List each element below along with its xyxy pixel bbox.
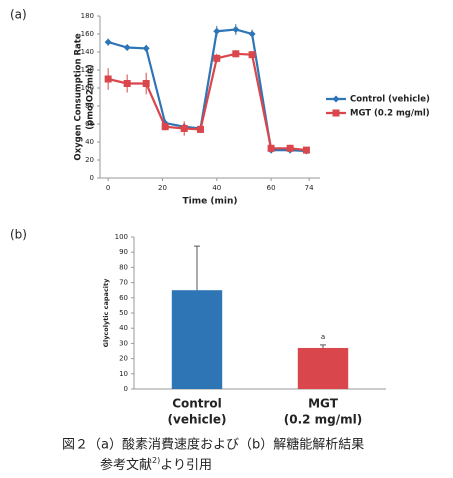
y-tick-label: 40 xyxy=(85,138,94,146)
y-tick-label: 100 xyxy=(81,84,94,92)
y-tick-label: 120 xyxy=(81,66,94,74)
marker xyxy=(142,44,150,52)
y-axis-label: (pmolO2/min) xyxy=(86,64,96,130)
marker xyxy=(248,30,256,38)
caption: 参考文献2)より引用 xyxy=(100,456,212,473)
x-tick-label: (vehicle) xyxy=(168,413,227,427)
legend-label: MGT (0.2 mg/ml) xyxy=(350,109,430,119)
y-tick-label: 100 xyxy=(115,233,128,241)
x-tick-label: Control xyxy=(172,397,222,411)
y-tick-label: 50 xyxy=(119,309,128,317)
y-axis-label: Oxygen Consumption Rate xyxy=(74,33,84,160)
marker xyxy=(161,123,169,131)
y-tick-label: 0 xyxy=(124,385,128,393)
y-tick-label: 80 xyxy=(85,102,94,110)
y-axis-label: Glycolytic capacity xyxy=(102,278,110,348)
marker xyxy=(123,80,131,87)
panel-label: (a) xyxy=(10,8,27,22)
y-tick-label: 60 xyxy=(85,120,94,128)
caption-superscript: 2) xyxy=(152,456,160,465)
annotation: a xyxy=(321,333,325,341)
legend-marker xyxy=(332,95,340,103)
y-tick-label: 30 xyxy=(119,339,128,347)
x-tick-label: 60 xyxy=(267,184,276,192)
y-tick-label: 20 xyxy=(85,156,94,164)
y-tick-label: 160 xyxy=(81,30,94,38)
marker xyxy=(180,125,188,132)
y-tick-label: 20 xyxy=(119,355,128,363)
caption-text: 参考文献 xyxy=(100,457,152,473)
y-tick-label: 180 xyxy=(81,12,94,20)
marker xyxy=(267,144,275,152)
line xyxy=(107,28,307,153)
caption-text: より引用 xyxy=(160,458,212,473)
marker xyxy=(286,144,294,152)
panel-label: (b) xyxy=(10,228,27,242)
bar xyxy=(297,347,349,389)
x-tick-label: (0.2 mg/ml) xyxy=(284,413,363,427)
marker xyxy=(104,75,112,83)
y-tick-label: 60 xyxy=(119,294,128,302)
marker xyxy=(302,146,310,154)
caption: 図２（a）酸素消費速度および（b）解糖能解析結果 xyxy=(62,437,364,453)
y-tick-label: 70 xyxy=(119,279,128,287)
marker xyxy=(232,26,240,33)
y-tick-label: 0 xyxy=(90,174,94,182)
x-tick-label: 20 xyxy=(158,184,167,192)
legend-marker xyxy=(332,109,340,117)
x-tick-label: 74 xyxy=(305,184,314,192)
x-tick-label: 0 xyxy=(106,184,110,192)
marker xyxy=(142,80,150,87)
y-tick-label: 90 xyxy=(119,248,128,256)
line xyxy=(107,52,307,152)
bar xyxy=(171,290,223,389)
x-axis-label: Time (min) xyxy=(183,197,238,207)
y-tick-label: 80 xyxy=(119,263,128,271)
marker xyxy=(104,38,112,46)
marker xyxy=(232,50,240,58)
marker xyxy=(213,27,221,35)
x-tick-label: 40 xyxy=(212,184,221,192)
legend-label: Control (vehicle) xyxy=(350,95,430,105)
y-tick-label: 10 xyxy=(119,370,128,378)
marker xyxy=(123,44,131,51)
y-tick-label: 40 xyxy=(119,324,128,332)
marker xyxy=(196,125,204,133)
y-tick-label: 140 xyxy=(81,48,94,56)
x-tick-label: MGT xyxy=(308,397,339,411)
marker xyxy=(248,51,256,59)
marker xyxy=(213,54,221,62)
